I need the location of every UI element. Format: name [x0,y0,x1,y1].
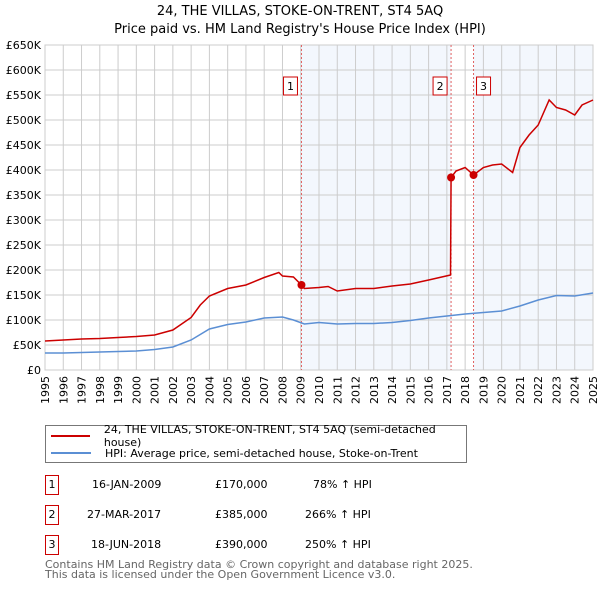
y-tick-label: £250K [6,239,42,252]
x-tick-label: 2001 [149,376,162,404]
shaded-region [473,45,593,370]
y-tick-label: £400K [6,164,42,177]
sale-hpi: 266% ↑ HPI [305,508,371,521]
x-tick-label: 2011 [331,376,344,404]
x-tick-label: 2006 [240,376,253,404]
x-tick-label: 1998 [94,376,107,404]
x-tick-label: 2000 [130,376,143,404]
sale-point [469,171,478,179]
x-tick-label: 1997 [76,376,89,404]
y-tick-label: £300K [6,214,42,227]
x-tick-label: 2014 [386,376,399,404]
x-tick-label: 2002 [167,376,180,404]
copyright-text: Contains HM Land Registry data © Crown c… [45,558,473,571]
y-tick-label: £450K [6,139,42,152]
table-row: 1 16-JAN-2009 £170,000 78% ↑ HPI [45,475,465,495]
sale-price: £170,000 [215,478,268,491]
x-tick-label: 2012 [350,376,363,404]
y-tick-label: £550K [6,89,42,102]
legend-item-property: 24, THE VILLAS, STOKE-ON-TRENT, ST4 5AQ … [46,423,466,449]
x-tick-label: 2004 [203,376,216,404]
shaded-region [301,45,452,370]
sale-hpi: 250% ↑ HPI [305,538,371,551]
price-chart: £0 £50K £100K £150K £200K £250K £300K £350K £400… [6,39,600,404]
x-tick-label: 2009 [295,376,308,404]
sale-label: 2 [437,80,444,93]
y-tick-label: £500K [6,114,42,127]
x-tick-label: 2023 [550,376,563,404]
sale-label: 3 [480,80,487,93]
x-tick-label: 2018 [459,376,472,404]
sale-point [447,173,456,182]
x-tick-label: 2015 [404,376,417,404]
x-tick-label: 2016 [423,376,436,404]
sale-hpi: 78% ↑ HPI [313,478,372,491]
x-tick-label: 2017 [441,376,454,404]
x-tick-label: 2021 [514,376,527,404]
sale-price: £385,000 [215,508,268,521]
x-tick-label: 2008 [276,376,289,404]
subtitle: Price paid vs. HM Land Registry's House … [114,22,486,37]
sale-label-box [282,76,298,96]
licence-text: This data is licensed under the Open Gov… [45,568,396,581]
sale-label-box [432,76,448,96]
sale-label-box [476,76,492,96]
x-tick-label: 2005 [222,376,235,404]
x-tick-label: 2020 [496,376,509,404]
y-tick-label: £350K [6,189,42,202]
x-tick-label: 2007 [258,376,271,404]
x-tick-label: 1996 [57,376,70,404]
x-tick-label: 1995 [39,376,52,404]
sale-date: 16-JAN-2009 [92,478,162,491]
legend-item-hpi: HPI: Average price, semi-detached house,… [46,445,418,461]
y-tick-label: £200K [6,264,42,277]
x-tick-label: 2003 [185,376,198,404]
x-tick-label: 2019 [477,376,490,404]
footer: Contains HM Land Registry data © Crown c… [45,558,473,581]
sale-date: 18-JUN-2018 [91,538,162,551]
sale-label: 1 [287,80,294,93]
sale-point [297,281,306,289]
sale-price: £390,000 [215,538,268,551]
chart-title: 24, THE VILLAS, STOKE-ON-TRENT, ST4 5AQ P… [0,3,600,39]
legend: 24, THE VILLAS, STOKE-ON-TRENT, ST4 5AQ … [45,423,467,463]
y-tick-label: £600K [6,64,42,77]
sale-number: 3 [45,535,59,555]
x-tick-label: 1999 [112,376,125,404]
y-tick-label: £150K [6,289,42,302]
series-line [44,98,594,342]
y-tick-label: £0 [27,364,41,377]
x-tick-label: 2024 [569,376,582,404]
sale-number: 1 [45,475,59,495]
table-row: 2 27-MAR-2017 £385,000 266% ↑ HPI [45,505,465,525]
legend-label: 24, THE VILLAS, STOKE-ON-TRENT, ST4 5AQ … [103,423,436,449]
title: 24, THE VILLAS, STOKE-ON-TRENT, ST4 5AQ [156,4,444,19]
legend-swatch [51,452,91,454]
plot-border [44,44,594,371]
x-tick-label: 2025 [587,376,600,404]
legend-swatch [51,435,90,437]
y-tick-label: £650K [6,39,42,52]
x-tick-label: 2010 [313,376,326,404]
sale-date: 27-MAR-2017 [87,508,162,521]
legend-label: HPI: Average price, semi-detached house,… [105,446,418,460]
x-tick-label: 2013 [368,376,381,404]
y-tick-label: £100K [6,314,42,327]
y-tick-label: £50K [13,339,42,352]
x-tick-label: 2022 [532,376,545,404]
series-line [45,292,594,354]
table-row: 3 18-JUN-2018 £390,000 250% ↑ HPI [45,535,465,555]
sale-number: 2 [45,505,59,525]
